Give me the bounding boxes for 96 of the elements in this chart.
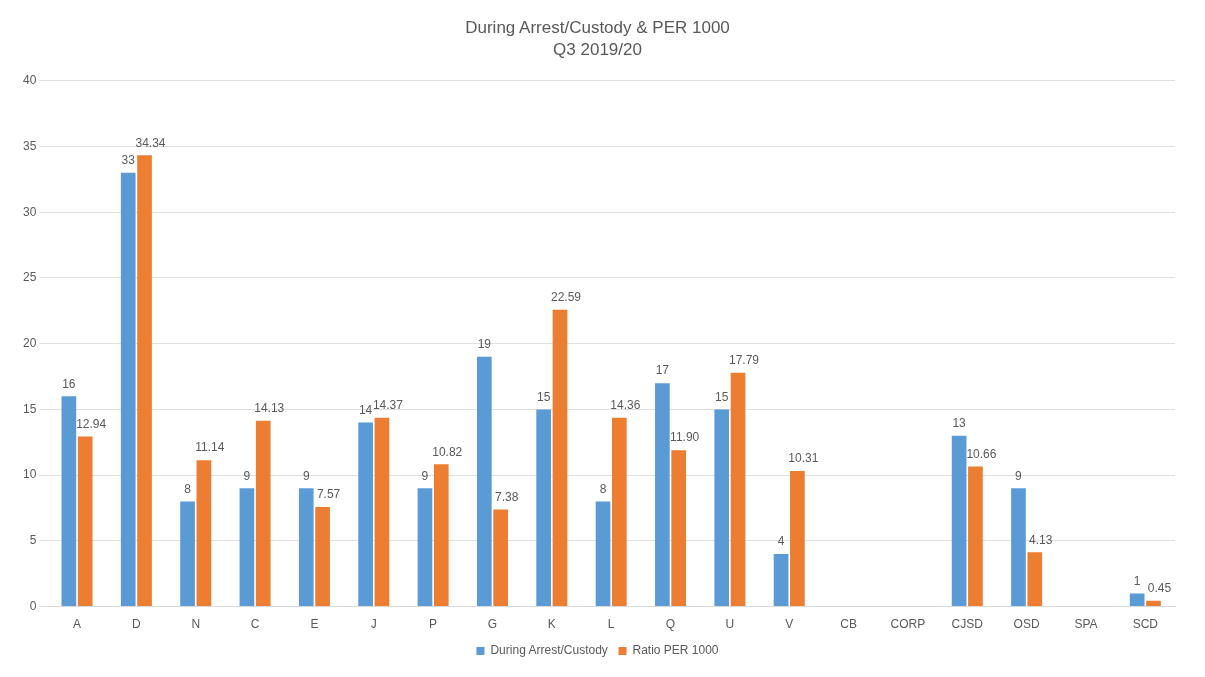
data-label: 14.37 (372, 398, 404, 413)
bar (671, 450, 687, 607)
bar (1146, 600, 1161, 607)
y-tick-label: 15 (22, 401, 37, 416)
data-label: 12.94 (76, 416, 107, 431)
y-tick-label: 5 (29, 533, 37, 548)
y-tick-label: 30 (22, 204, 37, 219)
y-tick-label: 0 (29, 598, 37, 613)
bar (536, 409, 552, 607)
data-label: 15 (715, 389, 729, 404)
y-tick-label: 20 (22, 336, 37, 351)
data-label: 34.34 (135, 135, 166, 150)
data-label: 9 (421, 468, 429, 483)
bar (77, 436, 93, 607)
data-label: 14.36 (610, 398, 641, 413)
bar (790, 471, 805, 607)
legend-label: During Arrest/Custody (490, 643, 608, 658)
data-label: 9 (243, 468, 251, 483)
data-label: 0.45 (1147, 581, 1172, 595)
x-tick-label: G (487, 617, 498, 632)
data-label: 15 (536, 389, 551, 404)
x-tick-label: SPA (1074, 617, 1098, 632)
bar (61, 396, 77, 607)
data-label: 14 (358, 402, 373, 417)
bar (714, 409, 730, 607)
legend-label: Ratio PER 1000 (632, 643, 719, 658)
data-label: 4.13 (1029, 532, 1053, 547)
bar (611, 417, 627, 607)
x-tick-label: K (547, 617, 556, 632)
data-label: 10.66 (966, 446, 997, 461)
x-tick-label: N (191, 617, 201, 632)
bar (120, 172, 136, 607)
data-label: 7.57 (316, 487, 341, 502)
bar (655, 383, 670, 607)
bar (1129, 593, 1145, 607)
x-tick-label: J (370, 617, 377, 632)
y-tick-label: 35 (22, 138, 37, 153)
data-label: 17 (655, 363, 670, 378)
x-tick-label: CB (840, 617, 857, 632)
data-label: 17.79 (729, 353, 760, 368)
bar (358, 422, 373, 607)
bar (1011, 488, 1026, 607)
data-label: 4 (777, 534, 785, 549)
data-label: 7.38 (494, 489, 519, 504)
data-label: 16 (62, 376, 76, 391)
x-tick-label: V (785, 617, 794, 632)
bar (951, 435, 967, 607)
data-label: 33 (121, 153, 136, 168)
bar (493, 509, 508, 607)
bar (255, 420, 271, 607)
y-tick-label: 40 (22, 73, 37, 88)
data-label: 8 (184, 481, 192, 496)
x-tick-label: U (725, 617, 735, 632)
data-label: 13 (952, 416, 967, 431)
bar (417, 488, 433, 607)
x-tick-label: P (429, 617, 438, 632)
data-label: 22.59 (550, 289, 582, 304)
bar (196, 460, 212, 607)
bar (476, 356, 492, 607)
x-tick-label: A (73, 617, 82, 632)
x-tick-label: CJSD (951, 617, 984, 632)
x-tick-label: Q (665, 617, 676, 632)
x-tick-label: L (607, 617, 615, 632)
bar (137, 155, 152, 607)
data-label: 10.31 (788, 451, 819, 466)
chart-subtitle: Q3 2019/20 (553, 40, 642, 60)
chart-title: During Arrest/Custody & PER 1000 (465, 17, 730, 37)
data-label: 14.13 (254, 401, 285, 416)
bar (1027, 552, 1043, 607)
bar (730, 372, 746, 607)
data-label: 8 (599, 481, 607, 496)
x-tick-label: OSD (1013, 617, 1040, 632)
bar (968, 466, 983, 607)
bar (773, 554, 789, 607)
y-tick-label: 25 (22, 270, 37, 285)
data-label: 9 (302, 468, 310, 483)
data-label: 9 (1015, 468, 1023, 483)
x-tick-label: SCD (1132, 617, 1159, 632)
x-tick-label: E (310, 617, 319, 632)
bar (298, 488, 314, 607)
x-tick-label: CORP (890, 617, 926, 632)
y-tick-label: 10 (22, 467, 37, 482)
bar (552, 309, 568, 607)
bar (180, 501, 195, 607)
bar (239, 488, 255, 607)
data-label: 19 (477, 337, 492, 352)
x-tick-label: C (250, 617, 260, 632)
bar (374, 417, 390, 607)
data-label: 1 (1133, 573, 1141, 588)
data-label: 11.14 (195, 440, 225, 455)
x-tick-label: D (132, 617, 142, 632)
data-label: 11.90 (670, 430, 700, 445)
data-label: 10.82 (432, 444, 463, 459)
bar (433, 464, 449, 607)
bar (315, 507, 330, 607)
bar (595, 501, 611, 607)
